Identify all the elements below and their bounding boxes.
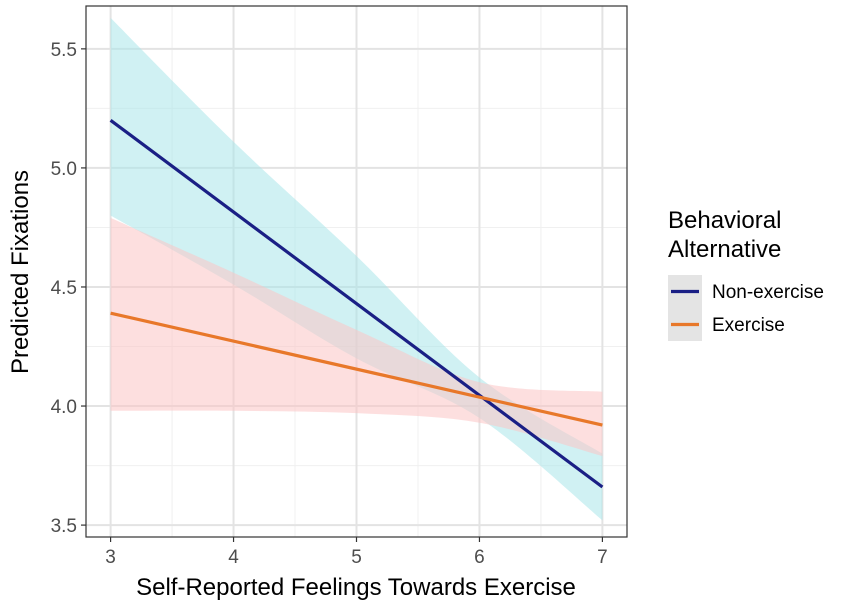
legend-title-line-2: Alternative: [668, 236, 781, 263]
legend-title-line-1: Behavioral: [668, 207, 781, 234]
y-tick-label: 4.0: [51, 397, 77, 418]
y-axis-title: Predicted Fixations: [7, 170, 34, 374]
y-tick-label: 4.5: [51, 278, 77, 299]
x-tick-label: 4: [228, 547, 239, 568]
legend-label-non-exercise: Non-exercise: [712, 282, 824, 303]
legend: Behavioral Alternative Non-exercise Exerc…: [668, 207, 824, 341]
y-tick-label: 5.5: [51, 40, 77, 61]
legend-label-exercise: Exercise: [712, 315, 785, 336]
axis-ticks: 3 4 5 6 7 3.5 4.0 4.5 5.0 5.5: [51, 40, 608, 568]
line-non-exercise: [109, 119, 604, 489]
line-exercise: [110, 311, 603, 427]
legend-items: Non-exercise Exercise: [668, 275, 824, 341]
x-tick-label: 6: [474, 547, 485, 568]
y-tick-label: 5.0: [51, 159, 77, 180]
x-tick-label: 7: [597, 547, 608, 568]
x-axis-title: Self-Reported Feelings Towards Exercise: [136, 574, 576, 601]
x-tick-label: 3: [105, 547, 116, 568]
x-tick-label: 5: [351, 547, 362, 568]
y-tick-label: 3.5: [51, 516, 77, 537]
series-lines: [109, 119, 604, 489]
